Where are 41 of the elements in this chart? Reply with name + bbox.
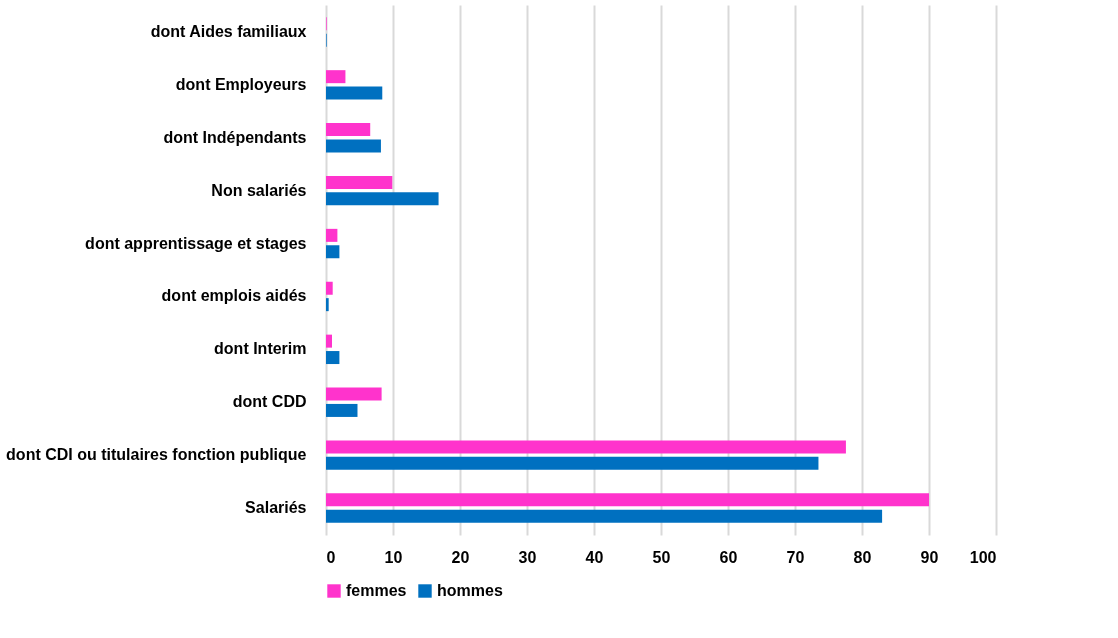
- x-tick-label: 40: [585, 548, 604, 566]
- bar: [326, 245, 340, 259]
- x-tick-label: 30: [518, 548, 537, 566]
- x-tick-label: 10: [384, 548, 403, 566]
- y-tick-label: dont apprentissage et stages: [85, 234, 307, 252]
- bar: [326, 70, 346, 84]
- x-tick-label: 90: [920, 548, 939, 566]
- bar: [326, 334, 333, 348]
- y-tick-label: Salariés: [245, 499, 307, 517]
- y-tick-label: dont Indépendants: [163, 128, 307, 146]
- y-tick-label: dont CDI ou titulaires fonction publique: [6, 446, 307, 464]
- bar: [326, 509, 883, 523]
- x-tick-label: 70: [786, 548, 805, 566]
- bar: [326, 281, 333, 295]
- y-tick-label: dont CDD: [232, 393, 307, 411]
- y-tick-label: dont Interim: [214, 340, 307, 358]
- x-tick-label: 60: [719, 548, 738, 566]
- x-tick-label: 80: [853, 548, 872, 566]
- bar: [326, 387, 382, 401]
- bar: [326, 139, 381, 153]
- bar: [326, 175, 393, 189]
- x-tick-label: 0: [326, 548, 336, 566]
- bar: [326, 403, 358, 417]
- x-tick-label: 50: [652, 548, 671, 566]
- legend-label: femmes: [346, 582, 407, 599]
- bar: [326, 456, 819, 470]
- bar: [326, 440, 846, 454]
- x-tick-label: 100: [969, 548, 997, 566]
- bar: [326, 493, 929, 507]
- y-tick-label: dont Aides familiaux: [150, 22, 307, 40]
- y-tick-label: dont emplois aidés: [161, 287, 307, 305]
- y-tick-label: Non salariés: [211, 181, 307, 199]
- bar: [326, 298, 329, 312]
- bar: [326, 123, 371, 137]
- bar: [326, 86, 383, 100]
- legend-label: hommes: [437, 582, 503, 599]
- bar: [326, 192, 439, 206]
- x-tick-label: 20: [451, 548, 470, 566]
- bar: [326, 228, 338, 242]
- y-tick-label: dont Employeurs: [175, 75, 307, 93]
- bar: [326, 351, 340, 365]
